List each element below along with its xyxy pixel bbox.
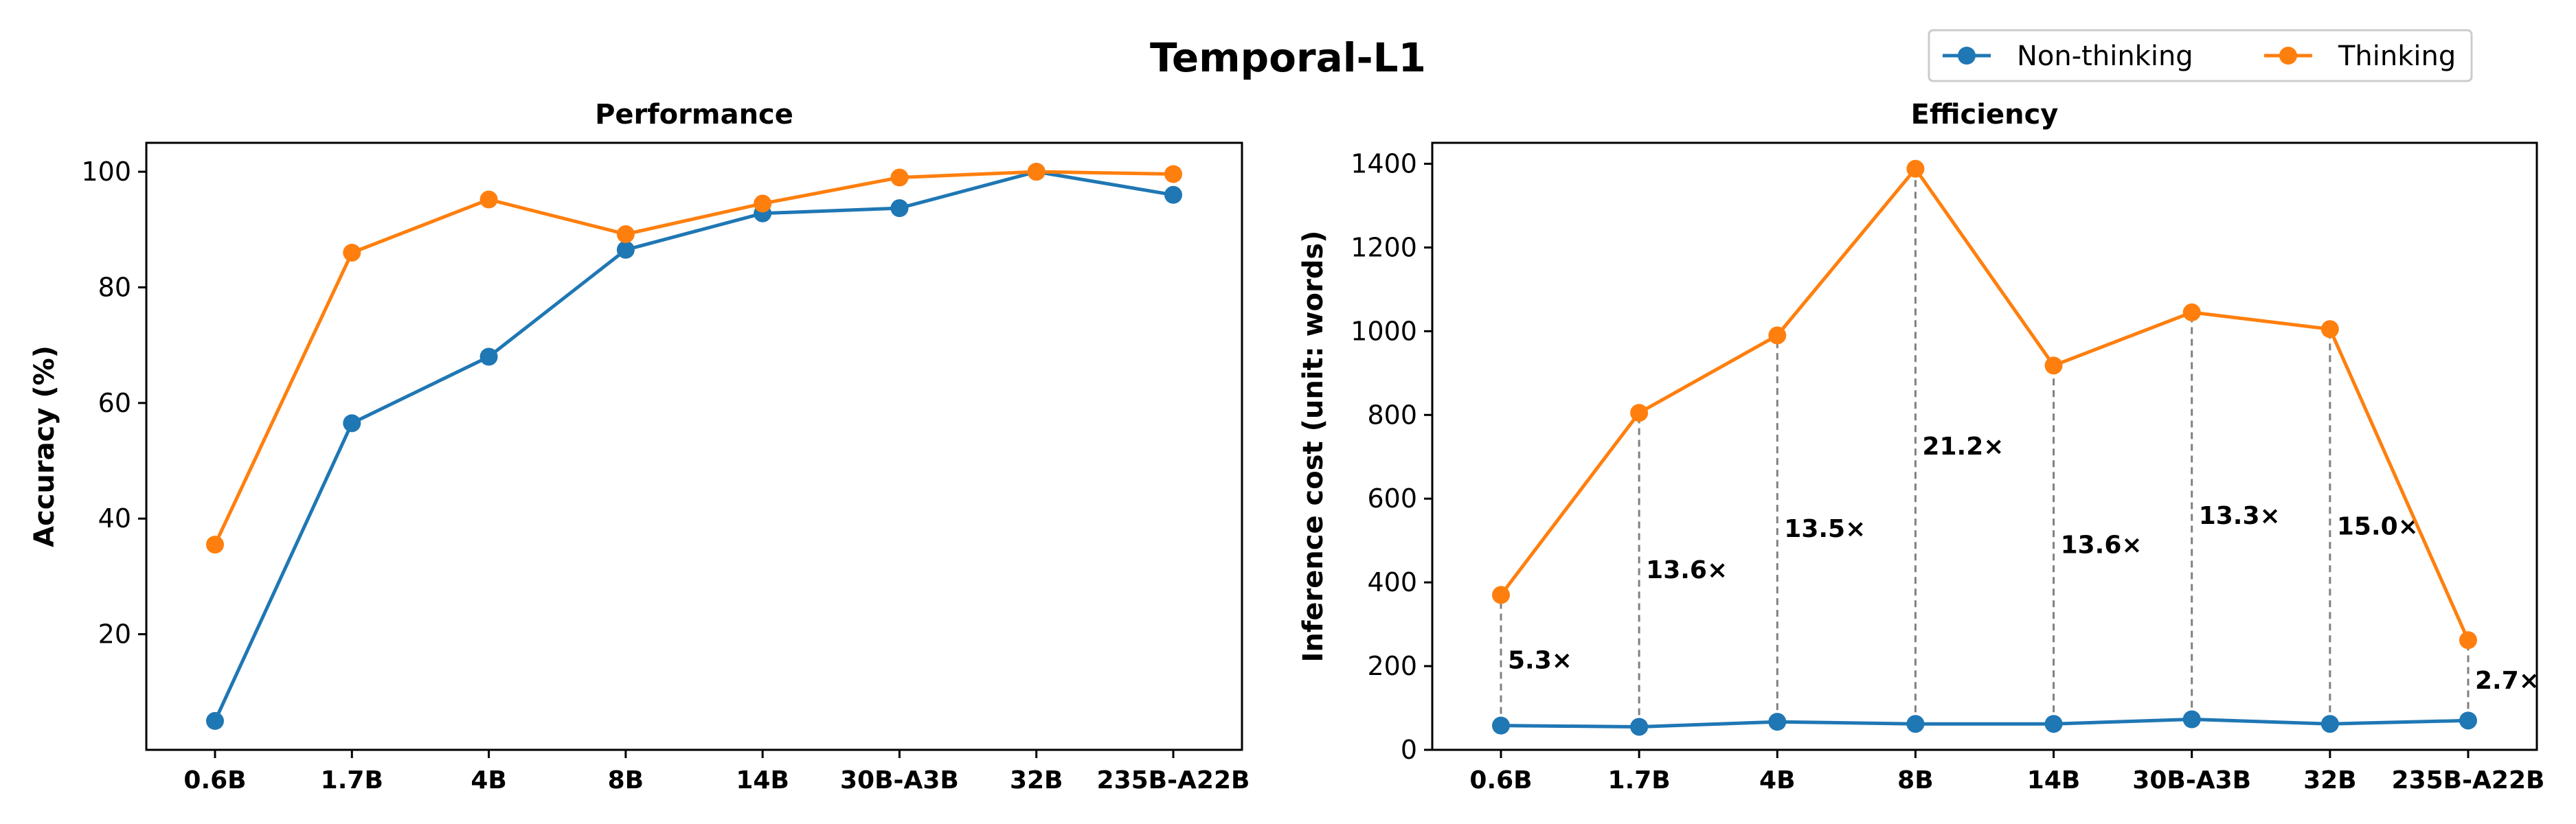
performance-title: Performance — [595, 99, 793, 130]
efficiency-title: Efficiency — [1911, 99, 2059, 130]
performance-y-tick-label: 40 — [98, 503, 131, 534]
efficiency-point-thinking — [2459, 631, 2477, 650]
performance-y-tick-label: 80 — [98, 272, 131, 302]
efficiency-line-thinking — [1500, 167, 2470, 641]
efficiency-ratio-label: 13.3× — [2199, 502, 2281, 530]
performance-y-axis-label: Accuracy (%) — [29, 345, 60, 547]
efficiency-x-tick-label: 0.6B — [1469, 766, 1532, 794]
performance-point-non-thinking — [206, 711, 224, 730]
efficiency-x-tick-label: 30B-A3B — [2132, 766, 2251, 794]
legend-label-thinking: Thinking — [2338, 41, 2456, 72]
performance-point-non-thinking — [343, 414, 361, 433]
performance-point-thinking — [343, 243, 361, 262]
efficiency-ratio-label: 21.2× — [1922, 433, 2004, 461]
efficiency-y-tick-label: 200 — [1367, 651, 1417, 681]
performance-line-thinking — [213, 170, 1174, 546]
performance-point-thinking — [754, 194, 772, 213]
efficiency-y-tick-label: 1000 — [1351, 316, 1417, 346]
efficiency-ratio-label: 15.0× — [2337, 513, 2419, 541]
efficiency-point-non-thinking — [2459, 711, 2477, 730]
efficiency-y-axis-label: Inference cost (unit: words) — [1298, 231, 1329, 663]
efficiency-x-tick-label: 235B-A22B — [2392, 766, 2545, 794]
performance-panel: Performance Accuracy (%) 20 40 60 80 100 0.6B 1.… — [29, 99, 1250, 794]
legend-marker-thinking — [2279, 47, 2297, 65]
legend-label-non-thinking: Non-thinking — [2017, 41, 2193, 72]
performance-x-tick-label: 32B — [1010, 766, 1063, 794]
performance-x-tick-label: 30B-A3B — [840, 766, 959, 794]
performance-point-non-thinking — [1164, 185, 1182, 204]
efficiency-y-tick-label: 600 — [1367, 483, 1417, 514]
efficiency-y-tick-label: 1200 — [1351, 232, 1417, 262]
performance-point-thinking — [616, 225, 635, 244]
efficiency-point-non-thinking — [2182, 710, 2201, 729]
efficiency-ratio-label: 13.6× — [2061, 531, 2143, 559]
efficiency-y-tick-label: 0 — [1401, 735, 1417, 765]
performance-point-non-thinking — [479, 347, 498, 366]
performance-x-tick-label: 4B — [471, 766, 507, 794]
efficiency-y-tick-label: 400 — [1367, 567, 1417, 597]
performance-point-thinking — [206, 536, 224, 554]
efficiency-ratio-label: 5.3× — [1508, 647, 1572, 675]
performance-y-tick-label: 60 — [98, 388, 131, 418]
performance-point-thinking — [890, 168, 909, 187]
performance-y-tick-label: 20 — [98, 619, 131, 650]
efficiency-point-thinking — [2044, 356, 2063, 375]
efficiency-point-thinking — [1492, 586, 1510, 604]
efficiency-ratio-label: 13.5× — [1784, 515, 1866, 543]
efficiency-x-tick-label: 1.7B — [1608, 766, 1671, 794]
chart-title: Temporal-L1 — [1150, 34, 1426, 81]
performance-plot-frame — [145, 141, 1243, 751]
performance-point-non-thinking — [616, 240, 635, 259]
efficiency-x-tick-label: 32B — [2303, 766, 2357, 794]
performance-point-thinking — [1164, 165, 1182, 183]
performance-point-thinking — [479, 190, 498, 209]
efficiency-x-tick-label: 8B — [1897, 766, 1934, 794]
efficiency-point-non-thinking — [2320, 715, 2339, 733]
performance-x-tick-label: 8B — [608, 766, 644, 794]
efficiency-y-tick-label: 800 — [1367, 400, 1417, 430]
performance-x-tick-label: 0.6B — [183, 766, 246, 794]
efficiency-point-non-thinking — [2044, 715, 2063, 733]
efficiency-point-non-thinking — [1492, 716, 1510, 735]
performance-point-thinking — [1027, 163, 1046, 181]
efficiency-point-thinking — [1768, 326, 1787, 345]
performance-y-tick-label: 100 — [81, 157, 131, 187]
performance-point-non-thinking — [890, 199, 909, 218]
efficiency-panel: Efficiency Inference cost (unit: words) 0 2… — [1298, 99, 2544, 794]
efficiency-point-thinking — [1630, 404, 1649, 422]
efficiency-ratio-label: 13.6× — [1646, 556, 1728, 584]
efficiency-ratio-label: 2.7× — [2475, 667, 2540, 695]
efficiency-x-tick-label: 14B — [2027, 766, 2081, 794]
legend-frame — [1928, 29, 2473, 82]
performance-x-tick-label: 235B-A22B — [1097, 766, 1250, 794]
legend-marker-non-thinking — [1958, 47, 1976, 65]
efficiency-point-non-thinking — [1768, 713, 1787, 731]
efficiency-point-thinking — [1906, 159, 1925, 178]
efficiency-y-tick-label: 1400 — [1351, 148, 1417, 179]
efficiency-x-tick-label: 4B — [1759, 766, 1796, 794]
efficiency-plot-frame — [1431, 141, 2538, 751]
legend: Non-thinking Thinking — [1928, 29, 2473, 82]
efficiency-point-thinking — [2320, 320, 2339, 339]
efficiency-point-thinking — [2182, 303, 2201, 321]
efficiency-point-non-thinking — [1906, 715, 1925, 733]
efficiency-point-non-thinking — [1630, 718, 1649, 736]
performance-x-tick-label: 1.7B — [321, 766, 383, 794]
performance-line-non-thinking — [213, 170, 1174, 722]
performance-x-tick-label: 14B — [736, 766, 789, 794]
efficiency-line-non-thinking — [1500, 718, 2469, 729]
